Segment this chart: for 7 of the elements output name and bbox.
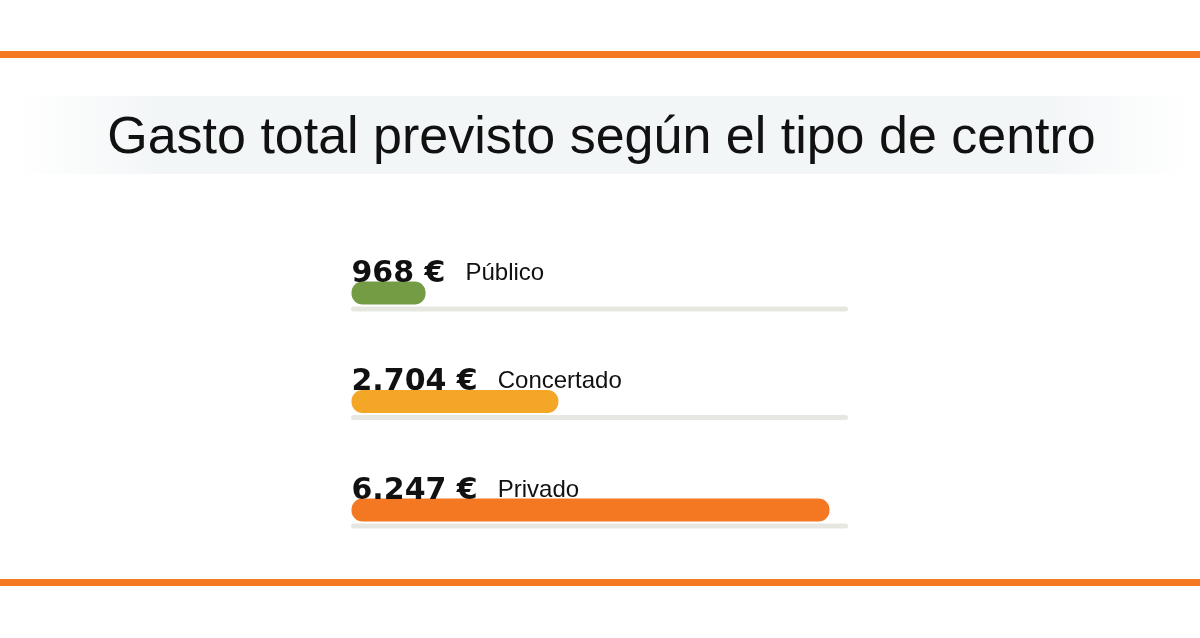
data-label: 2.704 €: [351, 362, 478, 397]
data-label: 6.247 €: [351, 470, 478, 506]
data-label: 968 €: [351, 253, 446, 289]
y-tick-label: Concertado: [497, 366, 622, 393]
y-tick-label: Público: [465, 257, 545, 285]
y-tick-label: Privado: [497, 474, 580, 502]
chart-title: Gasto total previsto según el tipo de centro: [15, 96, 1188, 174]
